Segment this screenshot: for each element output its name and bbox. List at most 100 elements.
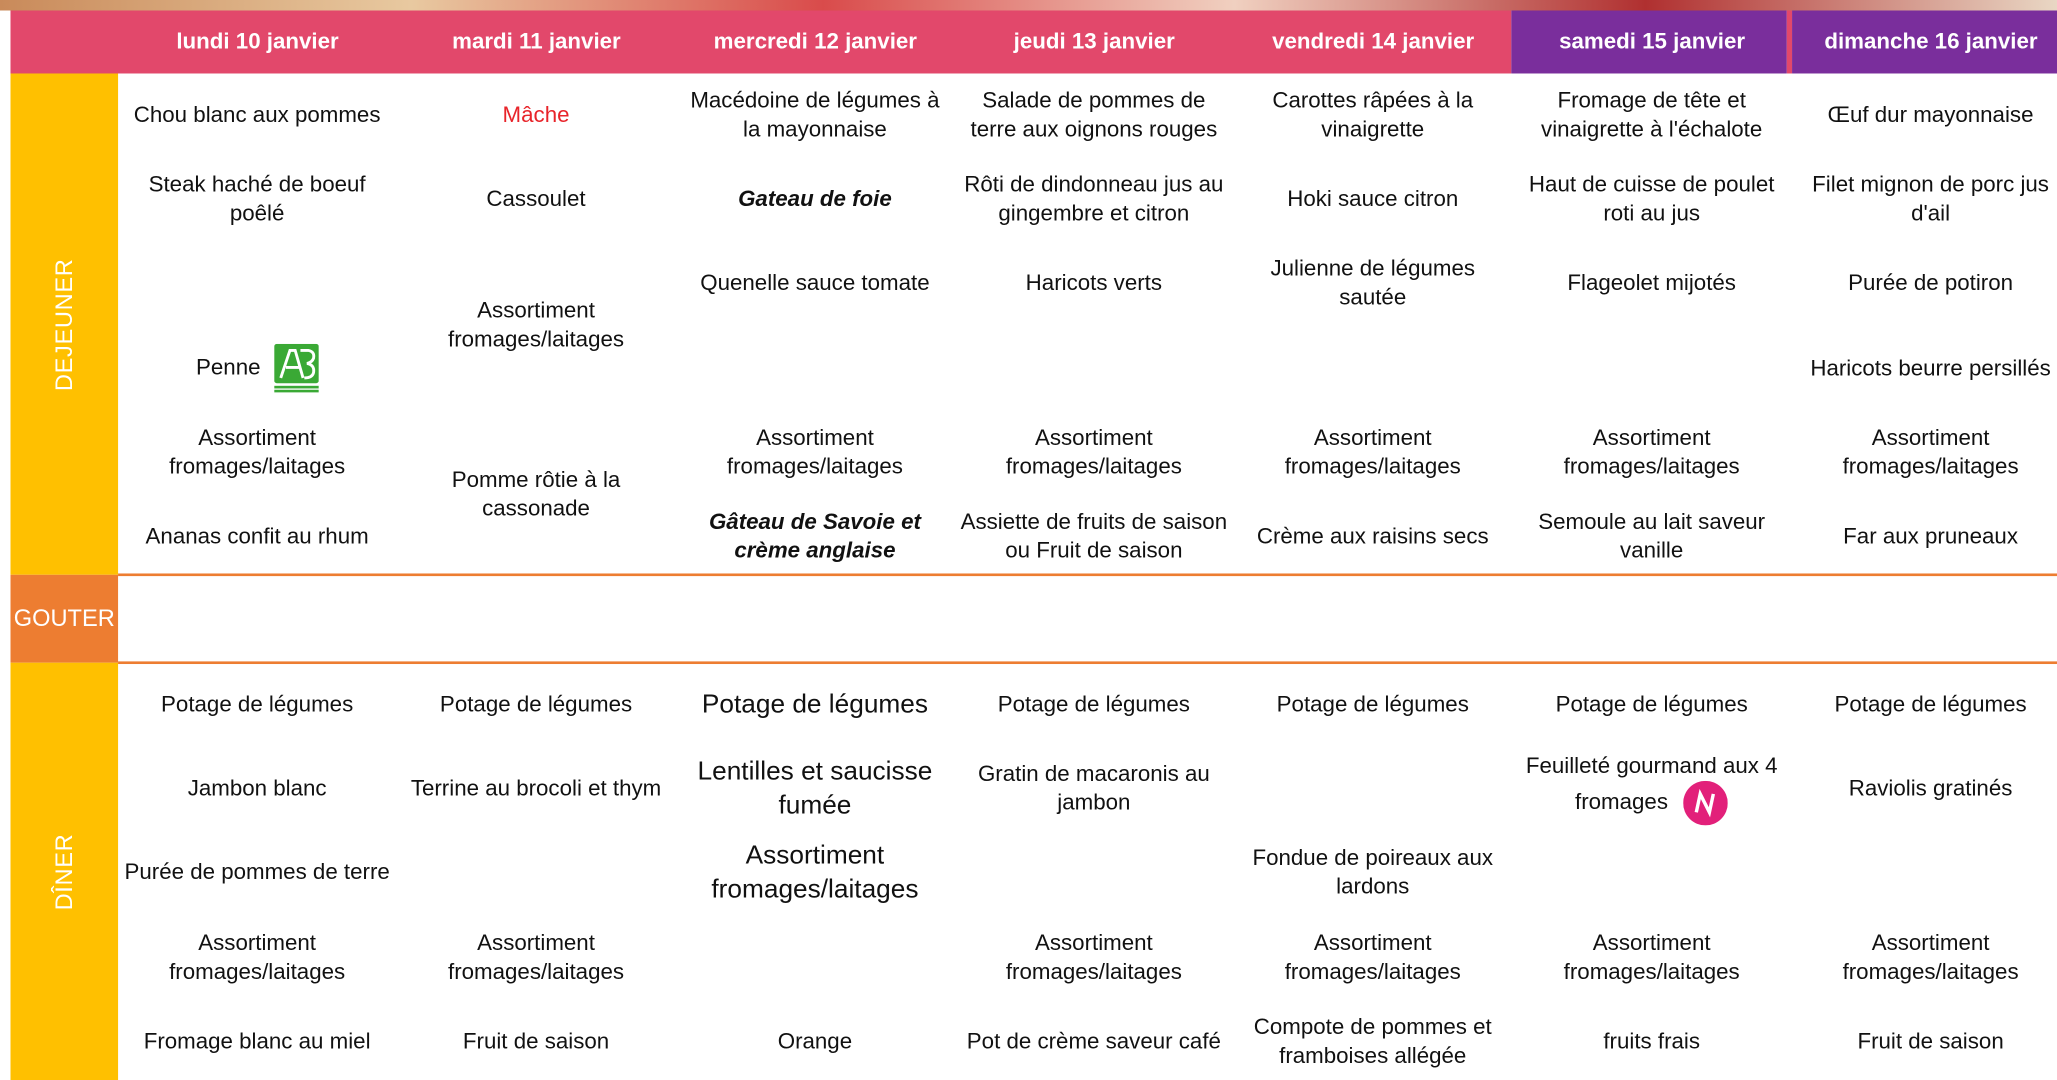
dish-name: Pomme rôtie à la cassonade [451, 467, 621, 521]
menu-item: Haut de cuisse de poulet roti au jus [1517, 171, 1787, 229]
menu-item: Cassoulet [401, 185, 671, 214]
menu-item: Flageolet mijotés [1517, 269, 1787, 298]
dish-name: Mâche [502, 102, 570, 128]
dish-name: Potage de légumes [701, 690, 928, 720]
menu-item: Crème aux raisins secs [1238, 522, 1508, 551]
dish-name: Assortiment fromages/laitages [1842, 425, 2019, 479]
menu-item: Chou blanc aux pommes [122, 101, 392, 130]
menu-item: Purée de potiron [1795, 269, 2057, 298]
new-badge [1683, 780, 1729, 826]
dish-name: Potage de légumes [439, 691, 633, 717]
menu-item: Potage de légumes [401, 690, 671, 719]
menu-item: Jambon blanc [122, 774, 392, 803]
dish-name: Haut de cuisse de poulet roti au jus [1528, 171, 1775, 226]
menu-item: Potage de légumes [122, 690, 392, 719]
header-bar [10, 10, 1512, 74]
menu-item: Feuilleté gourmand aux 4 fromages [1517, 752, 1787, 826]
dish-name: Haricots verts [1025, 270, 1163, 296]
menu-item: Macédoine de légumes à la mayonnaise [680, 87, 950, 145]
menu-item: Steak haché de boeuf poêlé [122, 171, 392, 229]
dish-name: Fondue de poireaux aux lardons [1252, 845, 1494, 899]
menu-item: Quenelle sauce tomate [680, 269, 950, 298]
menu-item: Assortiment fromages/laitages [401, 297, 671, 355]
lunch-label: DEJEUNER [10, 73, 119, 575]
menu-item: Compote de pommes et framboises allégée [1238, 1013, 1508, 1071]
dish-name: Assortiment fromages/laitages [448, 930, 625, 985]
menu-item: Fondue de poireaux aux lardons [1238, 844, 1508, 902]
dish-name: Quenelle sauce tomate [700, 270, 930, 296]
menu-item: Pomme rôtie à la cassonade [401, 466, 671, 524]
dish-name: Purée de potiron [1848, 270, 2014, 296]
day-header: lundi 10 janvier [176, 28, 339, 54]
day-header: jeudi 13 janvier [1013, 28, 1175, 54]
menu-item: Penne [122, 343, 392, 394]
banner-photo [0, 0, 2057, 11]
menu-item: Fruit de saison [1795, 1028, 2057, 1057]
separator [118, 661, 2057, 665]
dish-name: Pot de crème saveur café [966, 1028, 1221, 1054]
menu-item: Potage de légumes [1238, 690, 1508, 719]
dish-name: Potage de légumes [1555, 691, 1748, 717]
menu-item: fruits frais [1517, 1028, 1787, 1057]
dish-name: Rôti de dindonneau jus au gingembre et c… [964, 171, 1224, 226]
dish-name: Hoki sauce citron [1287, 186, 1459, 212]
menu-item: Far aux pruneaux [1795, 522, 2057, 551]
dish-name: fruits frais [1603, 1028, 1701, 1054]
menu-item: Semoule au lait saveur vanille [1517, 508, 1787, 566]
menu-item: Assortiment fromages/laitages [1517, 929, 1787, 987]
dish-name: Terrine au brocoli et thym [410, 775, 662, 801]
menu-item: Filet mignon de porc jus d'ail [1795, 171, 2057, 229]
section-label: DEJEUNER [50, 257, 77, 391]
dish-name: Potage de légumes [1834, 691, 2027, 717]
dish-name: Assortiment fromages/laitages [1005, 425, 1182, 479]
dish-name: Fromage blanc au miel [143, 1028, 371, 1054]
menu-item: Gâteau de Savoie et crème anglaise [680, 508, 950, 566]
dish-name: Potage de légumes [997, 691, 1190, 717]
section-label: DÎNER [50, 832, 77, 910]
menu-item: Salade de pommes de terre aux oignons ro… [959, 87, 1229, 145]
dish-name: Fromage de tête et vinaigrette à l'échal… [1541, 87, 1763, 142]
menu-item: Lentilles et saucisse fumée [680, 755, 950, 823]
menu-item: Assortiment fromages/laitages [401, 929, 671, 987]
dish-name: Feuilleté gourmand aux 4 fromages [1525, 753, 1778, 815]
menu-item: Hoki sauce citron [1238, 185, 1508, 214]
menu-item: Potage de légumes [1795, 690, 2057, 719]
dish-name: Assiette de fruits de saison ou Fruit de… [960, 509, 1228, 563]
menu-item: Fruit de saison [401, 1028, 671, 1057]
menu-item: Fromage de tête et vinaigrette à l'échal… [1517, 87, 1787, 145]
menu-item: Assortiment fromages/laitages [959, 929, 1229, 987]
dish-name: Assortiment fromages/laitages [448, 297, 625, 352]
dish-name: Fruit de saison [1857, 1028, 2004, 1054]
dish-name: Orange [777, 1028, 853, 1054]
dish-name: Penne [196, 354, 261, 380]
dish-name: Potage de légumes [161, 691, 354, 717]
day-header: mardi 11 janvier [452, 28, 621, 54]
dish-name: Œuf dur mayonnaise [1827, 102, 2034, 128]
dish-name: Assortiment fromages/laitages [169, 930, 346, 985]
menu-item: Rôti de dindonneau jus au gingembre et c… [959, 171, 1229, 229]
menu-item: Potage de légumes [1517, 690, 1787, 719]
dish-name: Compote de pommes et framboises allégée [1253, 1014, 1492, 1069]
menu-item: Ananas confit au rhum [122, 522, 392, 551]
menu-item: Assortiment fromages/laitages [959, 424, 1229, 482]
day-header: vendredi 14 janvier [1272, 28, 1475, 54]
dish-name: Jambon blanc [187, 775, 327, 801]
separator [118, 573, 2057, 577]
dish-name: Far aux pruneaux [1843, 523, 2018, 549]
section-label: GOUTER [13, 604, 115, 632]
dish-name: Gâteau de Savoie et crème anglaise [708, 509, 921, 563]
menu-item: Mâche [401, 101, 671, 130]
dish-name: Assortiment fromages/laitages [169, 425, 346, 479]
weekend-header [1511, 10, 1787, 74]
day-header: dimanche 16 janvier [1824, 28, 2038, 54]
menu-item: Assortiment fromages/laitages [1238, 424, 1508, 482]
snack-label: GOUTER [10, 574, 119, 663]
menu-item: Raviolis gratinés [1795, 774, 2057, 803]
menu-item: Assortiment fromages/laitages [1795, 424, 2057, 482]
menu-item: Assortiment fromages/laitages [1517, 424, 1787, 482]
menu-item: Assortiment fromages/laitages [1795, 929, 2057, 987]
menu-item: Assortiment fromages/laitages [1238, 929, 1508, 987]
dish-name: Assortiment fromages/laitages [1563, 930, 1740, 985]
dish-name: Salade de pommes de terre aux oignons ro… [970, 87, 1218, 142]
dish-name: Gateau de foie [738, 186, 892, 212]
